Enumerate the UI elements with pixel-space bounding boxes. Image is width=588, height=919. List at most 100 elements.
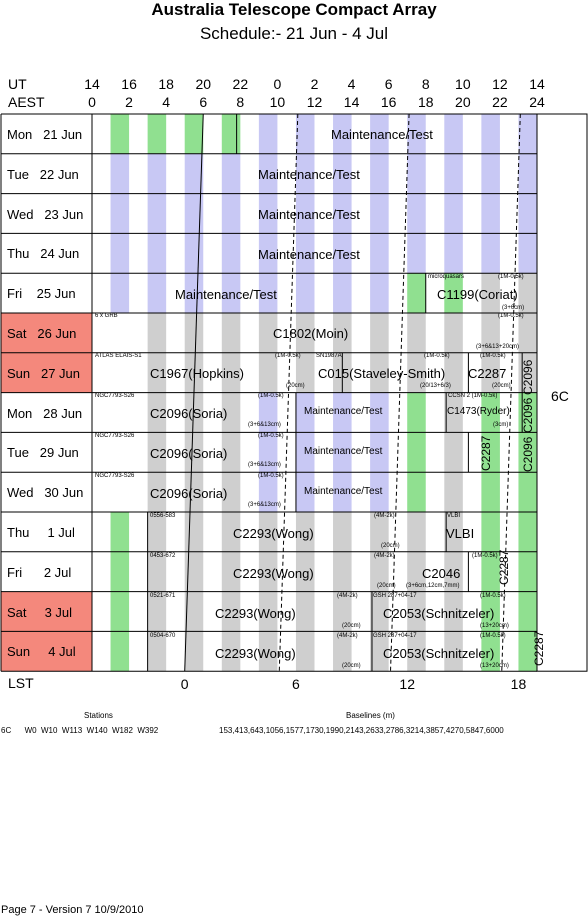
time-stripe [221,273,241,313]
time-stripe [221,153,241,194]
block-label: (3+6&13+20cm) [476,344,520,350]
time-stripe [147,233,167,274]
block-label: VLBI [447,513,461,519]
block-label: C2053(Schnitzeler) [383,646,495,661]
block-label: C2096 [521,397,535,433]
time-stripe [147,512,167,552]
ut-tick: 6 [384,76,393,92]
time-stripe [295,432,315,473]
time-stripe [221,313,241,353]
block-label: (20/13+6/3) [420,383,451,389]
aest-tick: 10 [269,94,286,110]
day-label: Sat 3 Jul [7,604,73,620]
time-stripe [258,551,278,592]
time-stripe [444,551,463,592]
time-stripe [258,233,278,274]
time-stripe [407,512,426,552]
lst-line-dashed [278,113,299,672]
time-stripe [221,233,241,274]
time-stripe [110,153,130,194]
time-stripe [481,392,500,433]
time-stripe [407,392,426,433]
time-stripe [147,153,167,194]
time-stripe [147,472,167,512]
day-label: Thu 24 Jun [7,246,80,262]
block-label: C1199(Coriat) [437,287,518,302]
time-stripe [110,233,130,274]
aest-tick: 24 [529,94,545,110]
block-label: 0556-583 [150,513,176,519]
block-label: (3+6cm,12cm,7mm) [406,583,460,589]
block-label: VLBI [446,526,475,541]
time-stripe [333,273,352,313]
time-stripe [184,153,204,194]
day-label: Tue 22 Jun [7,166,79,182]
aest-axis-label: AEST [8,94,45,110]
weekend-cell [1,313,92,353]
time-stripe [407,472,426,512]
block-label: C2096(Soria) [150,446,228,461]
lst-axis-label: LST [8,675,34,691]
block-label: (4M-2k) [337,593,358,599]
time-stripe [184,512,204,552]
time-stripe [333,472,352,512]
baselines-label: Baselines (m) [346,711,395,720]
time-stripe [221,114,241,154]
time-stripe [221,591,241,632]
time-stripe [444,591,463,632]
ut-tick: 8 [421,76,430,92]
lst-tick: 0 [180,676,189,692]
time-stripe [295,392,315,433]
block-label: (4M-2k) [337,633,358,639]
block-label: C2287 [479,435,493,471]
time-stripe [481,233,500,274]
time-stripe [110,631,130,672]
time-stripe [518,153,537,194]
time-stripe [407,233,426,274]
time-stripe [258,392,278,433]
aest-tick: 0 [88,94,96,110]
day-label: Wed 30 Jun [7,485,84,501]
block-label: (1M-0.5k) [498,313,524,319]
day-label: Sun 27 Jun [7,365,80,381]
aest-tick: 8 [236,94,245,110]
time-stripe [295,472,315,512]
time-stripe [518,551,537,592]
block-label: C2096 [521,359,535,395]
time-stripe [444,472,463,512]
block-label: C2293(Wong) [215,606,296,621]
time-stripe [444,233,463,274]
time-stripe [481,551,500,592]
time-stripe [258,273,278,313]
time-stripe [258,193,278,234]
block-label: (1M-0.5k) [480,633,506,639]
ut-tick: 2 [310,76,319,92]
block-label: NGC7793-S26 [95,433,135,439]
time-stripe [333,193,352,234]
time-stripe [444,114,463,154]
time-stripe [370,591,389,632]
time-stripe [444,432,463,473]
time-stripe [258,591,278,632]
time-stripe [110,193,130,234]
time-stripe [295,313,315,353]
block-label: (20cm) [492,383,511,389]
day-label: Sat 26 Jun [7,326,77,341]
time-stripe [184,591,204,632]
time-stripe [444,153,463,194]
time-stripe [444,352,463,393]
block-label: (3+6&13cm) [248,462,281,468]
block-label: (1M-0.5k) [258,433,284,439]
time-stripe [444,392,463,433]
time-stripe [333,551,352,592]
time-stripe [518,273,537,313]
aest-tick: 14 [343,94,360,110]
day-label: Thu 1 Jul [7,525,75,540]
block-label: microquasars [428,274,465,280]
time-stripe [147,432,167,473]
time-stripe [407,273,426,313]
block-label: (3+6cm) [502,305,525,311]
time-stripe [518,591,537,632]
time-stripe [184,551,204,592]
time-stripe [184,631,204,672]
